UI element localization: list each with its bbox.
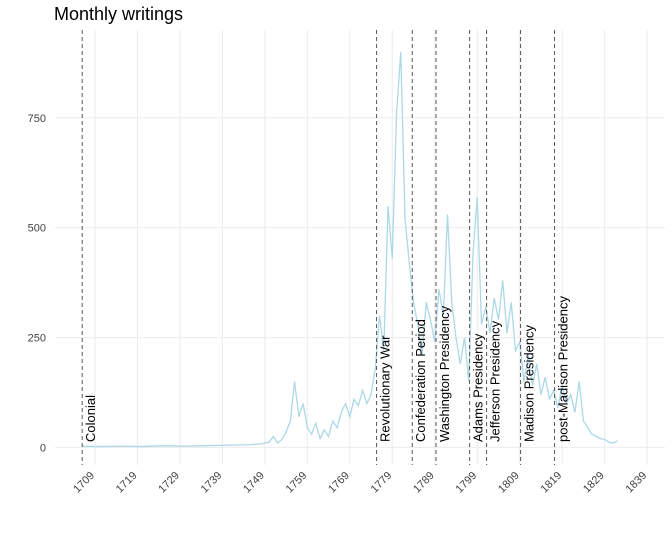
y-tick-label: 750 xyxy=(28,113,46,125)
y-tick-label: 500 xyxy=(28,223,46,235)
annotation-label: Madison Presidency xyxy=(522,324,537,442)
annotation-label: Jefferson Presidency xyxy=(488,320,503,442)
x-tick-label: 1799 xyxy=(454,470,480,496)
annotation-label: Adams Presidency xyxy=(471,333,486,442)
annotation-label: post-Madison Presidency xyxy=(556,296,571,442)
annotation-label: Confederation Period xyxy=(413,319,428,442)
x-tick-label: 1759 xyxy=(284,470,310,496)
annotation-label: Colonial xyxy=(83,395,98,442)
x-tick-label: 1719 xyxy=(114,470,140,496)
x-tick-label: 1779 xyxy=(369,470,395,496)
annotation-label: Washington Presidency xyxy=(437,305,452,442)
y-tick-label: 250 xyxy=(28,333,46,345)
x-tick-label: 1839 xyxy=(623,470,649,496)
x-tick-label: 1769 xyxy=(326,470,352,496)
x-tick-label: 1729 xyxy=(156,470,182,496)
line xyxy=(82,51,618,448)
x-tick-label: 1789 xyxy=(411,470,437,496)
x-tick-label: 1809 xyxy=(496,470,522,496)
annotation-label: Revolutionary War xyxy=(378,335,393,442)
x-tick-label: 1819 xyxy=(539,470,565,496)
x-tick-label: 1829 xyxy=(581,470,607,496)
y-tick-label: 0 xyxy=(40,442,46,454)
chart-title: Monthly writings xyxy=(54,4,183,24)
x-tick-label: 1749 xyxy=(241,470,267,496)
x-tick-label: 1709 xyxy=(71,470,97,496)
x-tick-label: 1739 xyxy=(199,470,225,496)
